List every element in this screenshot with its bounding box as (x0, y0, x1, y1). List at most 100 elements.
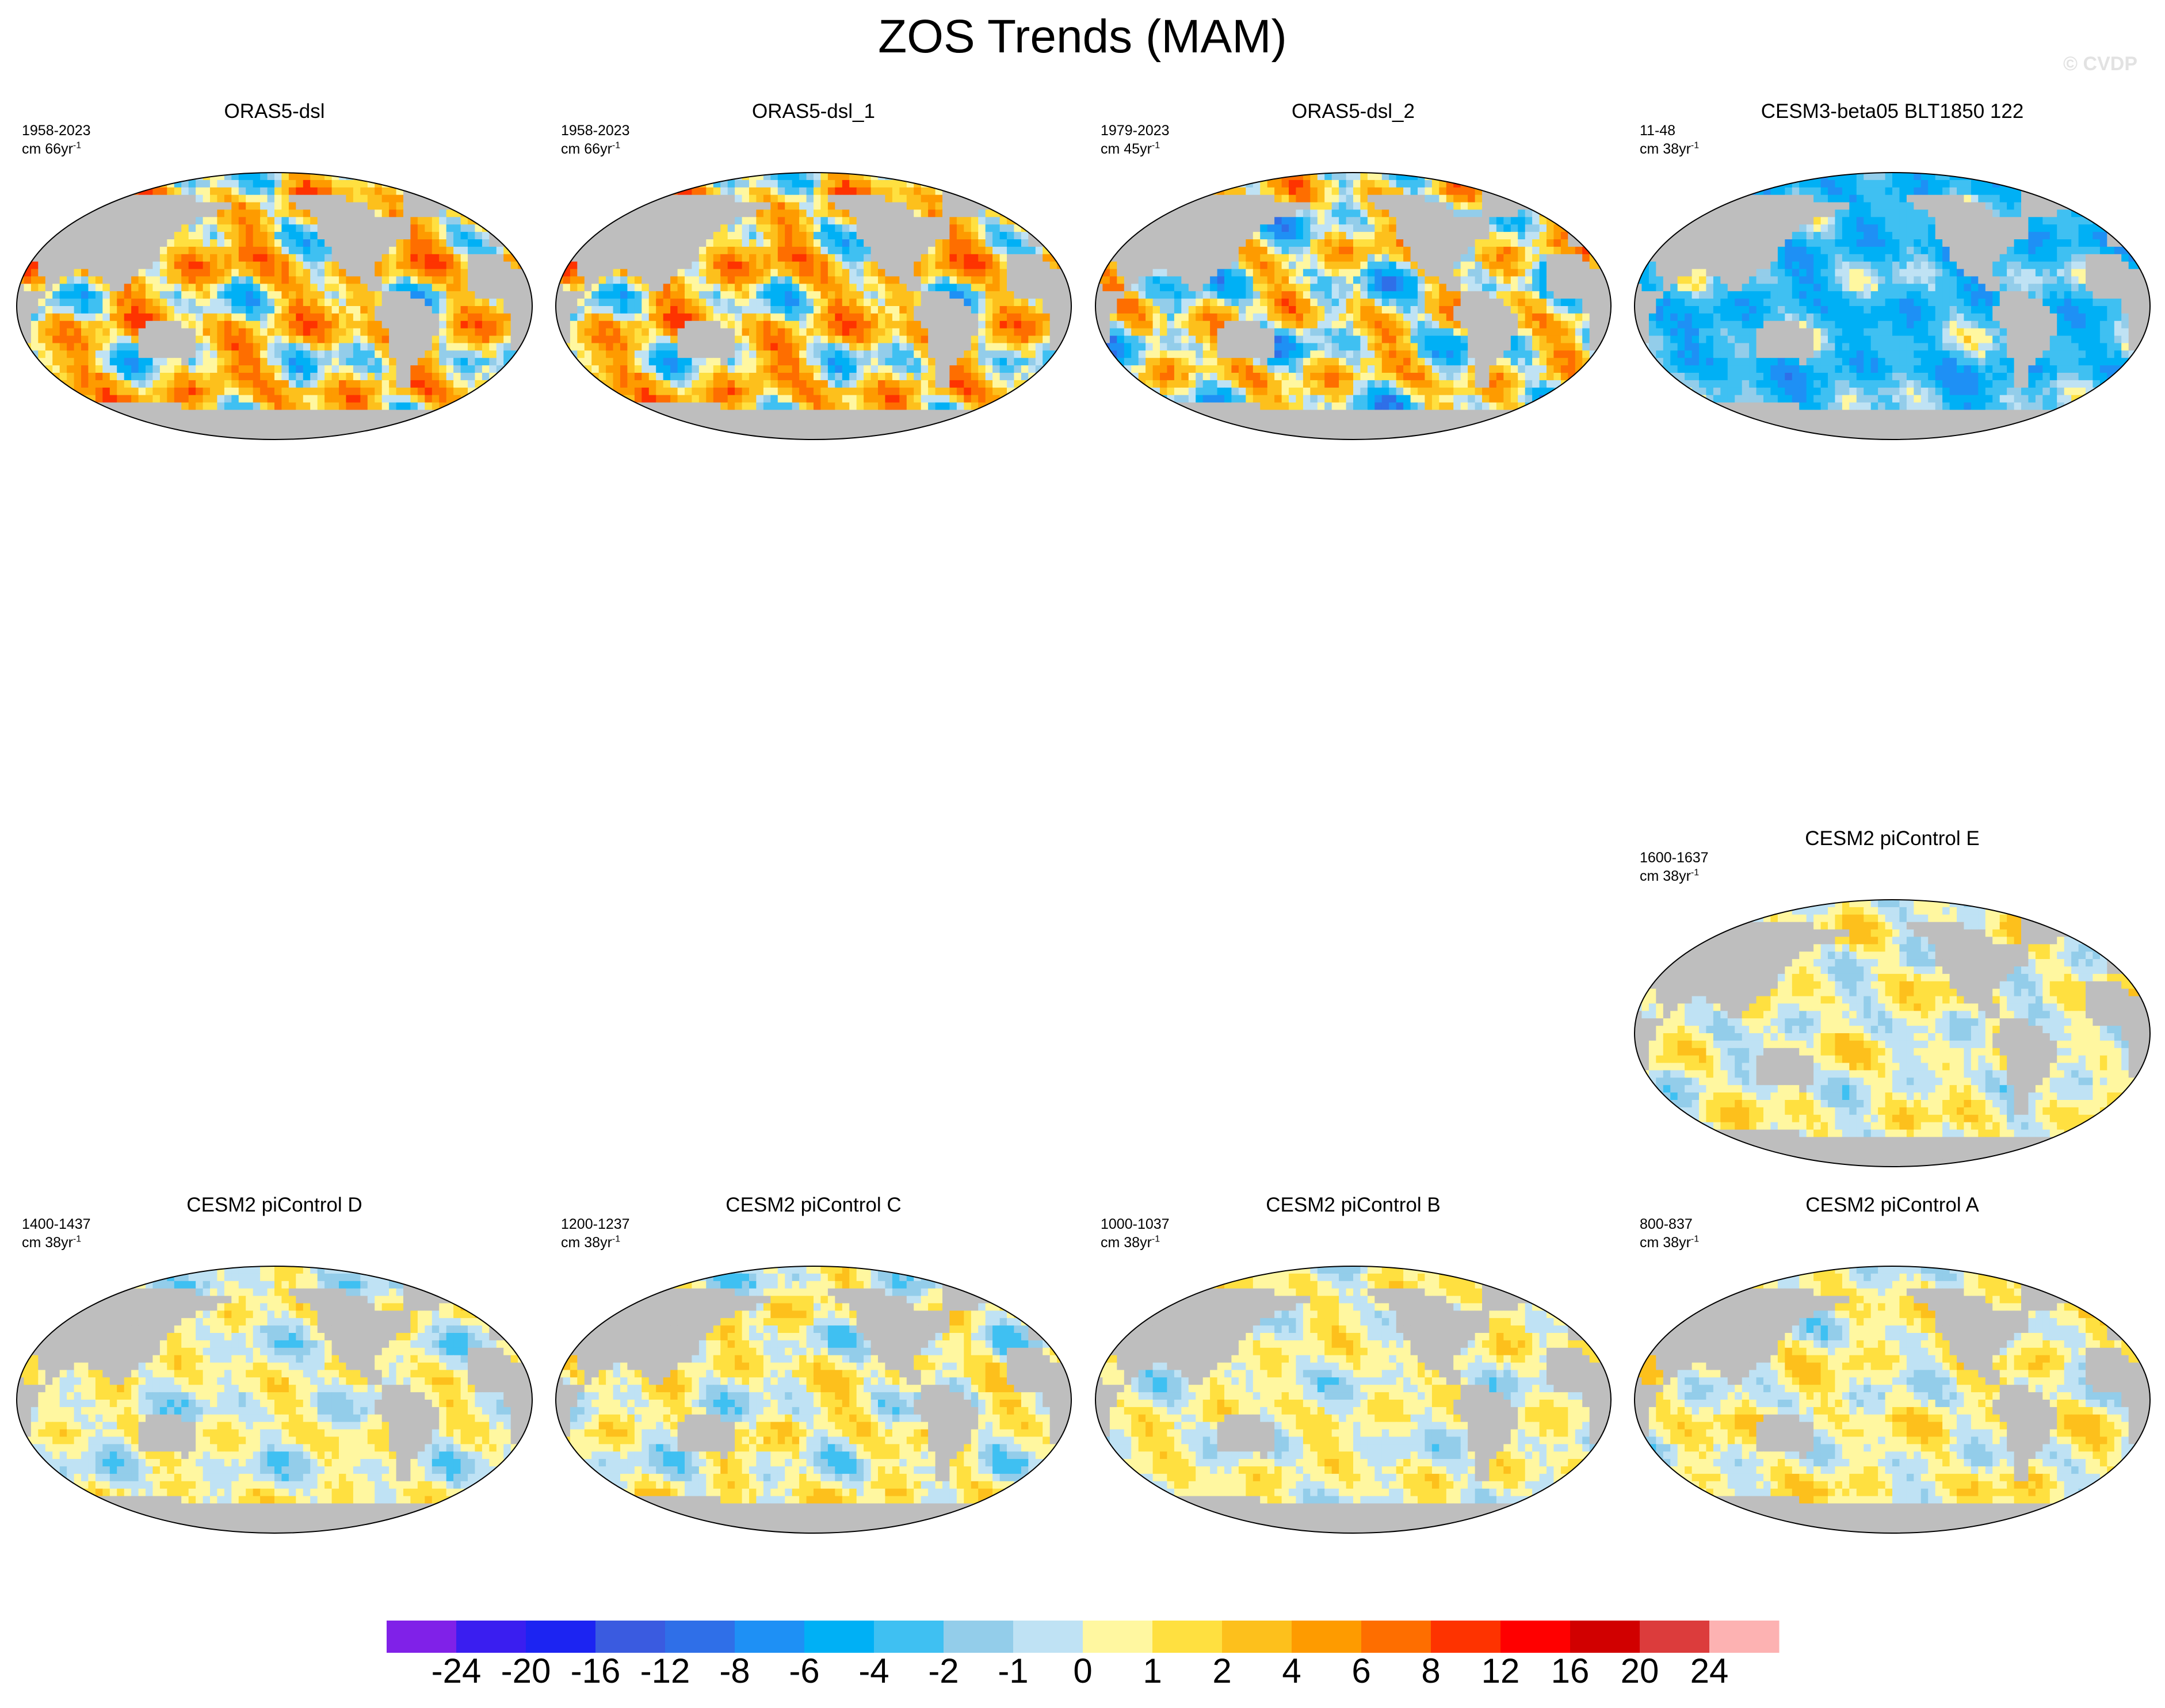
trend-cell (453, 217, 461, 225)
trend-cell (756, 387, 764, 396)
trend-cell (928, 380, 936, 388)
trend-cell (792, 239, 800, 247)
trend-cell (720, 246, 728, 255)
land-cell (598, 261, 606, 270)
trend-cell (203, 187, 211, 196)
land-cell (167, 350, 175, 358)
trend-cell (1043, 358, 1051, 366)
land-cell (1035, 254, 1043, 262)
trend-cell (921, 380, 929, 388)
land-cell (74, 425, 82, 433)
trend-cell (949, 402, 957, 411)
trend-cell (999, 217, 1007, 225)
trend-cell (224, 224, 232, 232)
trend-cell (181, 284, 189, 292)
trend-cell (985, 269, 993, 277)
trend-cell (425, 284, 433, 292)
land-cell (138, 402, 146, 411)
land-cell (720, 209, 728, 217)
land-cell (864, 217, 872, 225)
land-cell (489, 217, 497, 225)
trend-cell (742, 179, 750, 188)
trend-cell (381, 380, 390, 388)
trend-cell (999, 313, 1007, 322)
trend-cell (799, 395, 807, 403)
trend-cell (677, 291, 685, 299)
land-cell (81, 417, 89, 425)
land-cell (914, 313, 922, 322)
land-cell (1049, 232, 1057, 240)
trend-cell (310, 299, 318, 307)
land-cell (1064, 209, 1071, 217)
land-cell (1064, 291, 1071, 299)
land-cell (45, 276, 53, 284)
trend-cell (1021, 328, 1029, 337)
trend-cell (274, 194, 282, 203)
trend-cell (856, 350, 864, 358)
land-cell (24, 224, 32, 232)
land-cell (88, 239, 96, 247)
trend-cell (792, 291, 800, 299)
trend-cell (921, 276, 929, 284)
trend-cell (613, 335, 621, 344)
trend-cell (820, 335, 828, 344)
land-cell (735, 209, 743, 217)
land-cell (138, 254, 146, 262)
trend-cell (267, 179, 275, 188)
land-cell (620, 261, 628, 270)
trend-cell (253, 284, 261, 292)
land-cell (152, 343, 161, 351)
trend-cell (992, 343, 1001, 351)
land-cell (45, 402, 53, 411)
land-cell (353, 417, 361, 425)
land-cell (1028, 254, 1036, 262)
land-cell (188, 328, 196, 337)
trend-cell (827, 387, 835, 396)
land-cell (102, 276, 110, 284)
trend-cell (296, 269, 304, 277)
trend-cell (806, 395, 814, 403)
trend-cell (288, 217, 296, 225)
land-cell (188, 410, 196, 418)
trend-cell (648, 358, 656, 366)
trend-cell (417, 246, 425, 255)
trend-cell (346, 306, 354, 314)
trend-cell (598, 276, 606, 284)
land-cell (598, 232, 606, 240)
trend-cell (231, 187, 239, 196)
trend-cell (864, 395, 872, 403)
trend-cell (742, 313, 750, 322)
land-cell (1021, 291, 1029, 299)
land-cell (260, 417, 268, 425)
land-cell (238, 432, 246, 440)
trend-cell (899, 335, 907, 344)
land-cell (949, 209, 957, 217)
land-cell (30, 202, 39, 211)
trend-cell (346, 343, 354, 351)
trend-cell (756, 328, 764, 337)
trend-cell (756, 276, 764, 284)
land-cell (396, 328, 404, 337)
trend-cell (785, 350, 793, 358)
land-cell (339, 261, 346, 270)
land-cell (763, 202, 771, 211)
trend-cell (1021, 365, 1029, 373)
trend-cell (67, 328, 75, 337)
trend-cell (899, 350, 907, 358)
trend-cell (231, 269, 239, 277)
land-cell (525, 335, 532, 344)
land-cell (410, 313, 418, 322)
land-cell (52, 254, 60, 262)
trend-cell (864, 284, 872, 292)
land-cell (425, 432, 433, 440)
land-cell (613, 224, 621, 232)
land-cell (648, 224, 656, 232)
trend-cell (964, 269, 972, 277)
land-cell (146, 432, 153, 440)
land-cell (482, 410, 490, 418)
land-cell (52, 432, 60, 440)
trend-cell (496, 328, 504, 337)
trend-cell (727, 380, 735, 388)
trend-cell (310, 395, 318, 403)
land-cell (620, 417, 628, 425)
